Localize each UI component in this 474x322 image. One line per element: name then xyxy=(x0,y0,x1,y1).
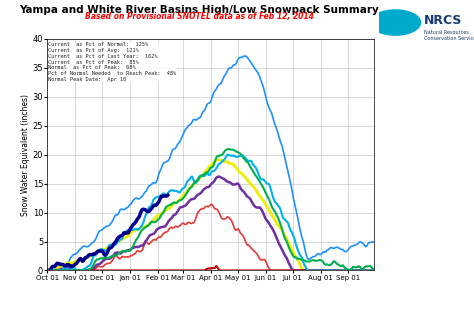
Minimum xyxy=(209,203,215,206)
Text: Based on Provisional SNOTEL data as of Feb 12, 2014: Based on Provisional SNOTEL data as of F… xyxy=(85,12,313,21)
Line: Maximum: Maximum xyxy=(47,56,374,270)
Median xyxy=(135,245,140,249)
Text: NRCS: NRCS xyxy=(424,14,463,27)
Minimum xyxy=(268,269,274,272)
WY2013 xyxy=(114,253,119,257)
Minimum xyxy=(372,269,377,272)
Median xyxy=(372,269,377,272)
Averages xyxy=(301,269,306,272)
Maximum xyxy=(372,241,377,245)
WY2011 xyxy=(178,190,183,194)
Minimum xyxy=(177,224,182,228)
Line: WY2014: WY2014 xyxy=(47,195,168,270)
WY2014 xyxy=(135,217,140,221)
WY2013 xyxy=(177,199,182,203)
WY2011 xyxy=(135,228,141,232)
Text: Current  as Pct of Normal:  125%
Current  as Pct of Avg:  121%
Current  as Pct o: Current as Pct of Normal: 125% Current a… xyxy=(48,42,176,82)
Averages xyxy=(175,200,181,204)
Maximum xyxy=(358,240,364,244)
Circle shape xyxy=(370,10,420,35)
Line: Averages: Averages xyxy=(47,160,374,270)
Averages xyxy=(114,241,119,244)
WY2011 xyxy=(358,269,364,272)
Minimum xyxy=(327,269,332,272)
Maximum xyxy=(327,247,332,251)
Median xyxy=(45,269,50,272)
Text: Natural Resources
Conservation Service: Natural Resources Conservation Service xyxy=(424,30,474,41)
WY2011 xyxy=(372,269,377,272)
WY2002 xyxy=(327,269,332,272)
Line: WY2013: WY2013 xyxy=(47,149,374,270)
Maximum xyxy=(242,54,248,58)
Averages xyxy=(217,158,223,162)
WY2013 xyxy=(372,268,377,271)
Median xyxy=(216,175,222,178)
Averages xyxy=(327,269,332,272)
Averages xyxy=(135,228,140,232)
WY2002 xyxy=(176,269,182,272)
Maximum xyxy=(115,213,120,217)
WY2011 xyxy=(45,268,50,272)
Median xyxy=(326,269,331,272)
Maximum xyxy=(178,139,183,143)
WY2011 xyxy=(176,190,182,194)
Maximum xyxy=(47,269,53,272)
WY2013 xyxy=(175,200,181,204)
WY2002 xyxy=(372,269,377,272)
WY2013 xyxy=(357,265,363,269)
Minimum xyxy=(45,269,50,272)
Maximum xyxy=(45,268,50,272)
Line: Median: Median xyxy=(47,176,374,270)
WY2013 xyxy=(135,236,140,240)
Averages xyxy=(358,269,364,272)
WY2002 xyxy=(178,269,183,272)
Maximum xyxy=(176,141,182,145)
Line: WY2002: WY2002 xyxy=(47,266,374,270)
WY2013 xyxy=(326,263,331,267)
Minimum xyxy=(175,225,181,229)
Minimum xyxy=(358,269,364,272)
WY2011 xyxy=(115,241,120,244)
WY2002 xyxy=(358,269,364,272)
WY2002 xyxy=(115,269,120,272)
WY2013 xyxy=(45,269,50,272)
WY2014 xyxy=(114,238,119,242)
Y-axis label: Snow Water Equivalent (inches): Snow Water Equivalent (inches) xyxy=(21,94,30,215)
WY2014 xyxy=(45,269,50,272)
WY2013 xyxy=(225,147,231,151)
Minimum xyxy=(135,249,140,253)
Text: Yampa and White River Basins High/Low Snowpack Summary: Yampa and White River Basins High/Low Sn… xyxy=(19,5,379,15)
Averages xyxy=(45,269,50,272)
WY2002 xyxy=(135,269,141,272)
Median xyxy=(114,251,119,255)
WY2002 xyxy=(213,264,219,268)
Median xyxy=(177,206,182,210)
WY2011 xyxy=(225,153,231,156)
WY2002 xyxy=(75,269,81,272)
Maximum xyxy=(135,197,141,201)
Averages xyxy=(177,198,182,202)
WY2011 xyxy=(74,269,80,272)
Averages xyxy=(372,269,377,272)
WY2002 xyxy=(45,269,50,272)
Line: WY2011: WY2011 xyxy=(47,155,374,270)
Median xyxy=(357,269,363,272)
WY2011 xyxy=(327,269,332,272)
Median xyxy=(175,209,181,213)
Line: Minimum: Minimum xyxy=(47,204,374,270)
Minimum xyxy=(114,254,119,258)
